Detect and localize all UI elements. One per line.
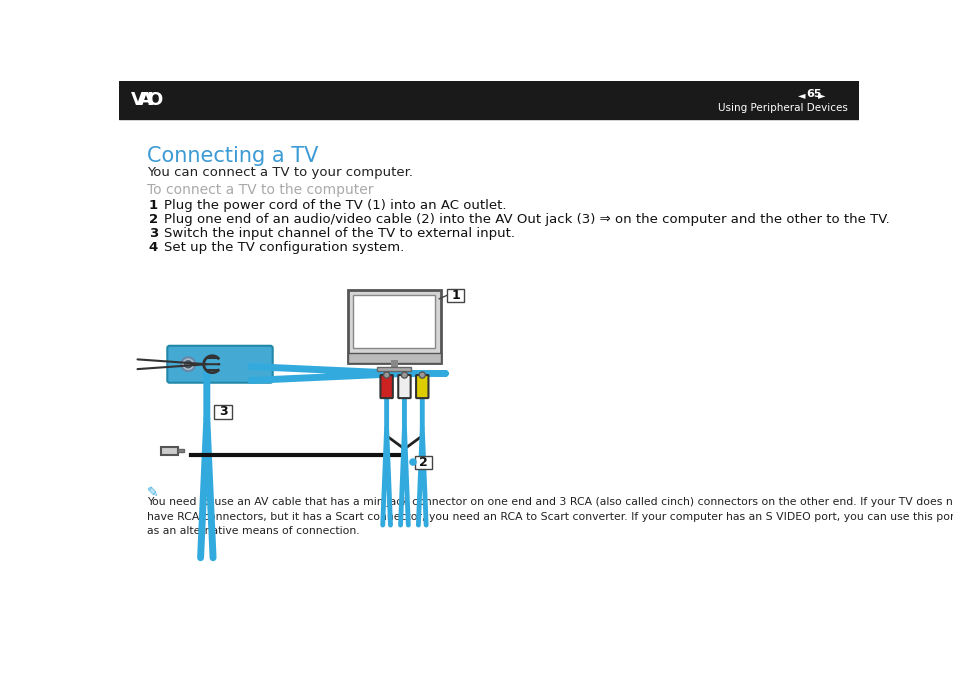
Text: You need to use an AV cable that has a minijack connector on one end and 3 RCA (: You need to use an AV cable that has a m… — [147, 497, 953, 537]
Circle shape — [418, 372, 425, 378]
Circle shape — [185, 361, 192, 368]
Text: $\bf{V\!\!A\!\!I\!\!O}$: $\bf{V\!\!A\!\!I\!\!O}$ — [130, 92, 163, 109]
Text: Connecting a TV: Connecting a TV — [147, 146, 318, 166]
Text: Switch the input channel of the TV to external input.: Switch the input channel of the TV to ex… — [164, 227, 515, 240]
Text: 1: 1 — [451, 289, 459, 302]
Circle shape — [181, 357, 195, 371]
Circle shape — [401, 372, 407, 378]
Bar — [377, 367, 411, 371]
Text: 3: 3 — [149, 227, 158, 240]
Bar — [447, 288, 464, 302]
Bar — [415, 456, 432, 469]
Bar — [213, 405, 233, 419]
Bar — [178, 449, 184, 452]
FancyBboxPatch shape — [167, 346, 273, 383]
Bar — [348, 353, 440, 363]
Bar — [348, 290, 440, 363]
Text: ►: ► — [818, 90, 825, 100]
Text: 2: 2 — [149, 213, 157, 226]
FancyBboxPatch shape — [416, 375, 428, 398]
FancyBboxPatch shape — [380, 375, 393, 398]
Text: 2: 2 — [419, 456, 428, 469]
Bar — [161, 447, 178, 455]
Text: ✎: ✎ — [147, 487, 158, 501]
Text: You can connect a TV to your computer.: You can connect a TV to your computer. — [147, 166, 413, 179]
Bar — [353, 295, 435, 348]
Text: Using Peripheral Devices: Using Peripheral Devices — [717, 103, 847, 113]
Text: 3: 3 — [218, 406, 227, 419]
Text: To connect a TV to the computer: To connect a TV to the computer — [147, 183, 374, 197]
Text: ◄: ◄ — [798, 90, 804, 100]
Text: Plug one end of an audio/video cable (2) into the AV Out jack (3) ⇒ on the compu: Plug one end of an audio/video cable (2)… — [164, 213, 889, 226]
Bar — [208, 358, 222, 371]
Text: 1: 1 — [149, 200, 157, 212]
Circle shape — [383, 372, 390, 378]
FancyBboxPatch shape — [397, 375, 410, 398]
Text: Set up the TV configuration system.: Set up the TV configuration system. — [164, 241, 404, 254]
Text: 65: 65 — [806, 89, 821, 99]
Text: Plug the power cord of the TV (1) into an AC outlet.: Plug the power cord of the TV (1) into a… — [164, 200, 506, 212]
Text: 4: 4 — [149, 241, 158, 254]
Circle shape — [410, 459, 416, 465]
Bar — [119, 81, 858, 119]
